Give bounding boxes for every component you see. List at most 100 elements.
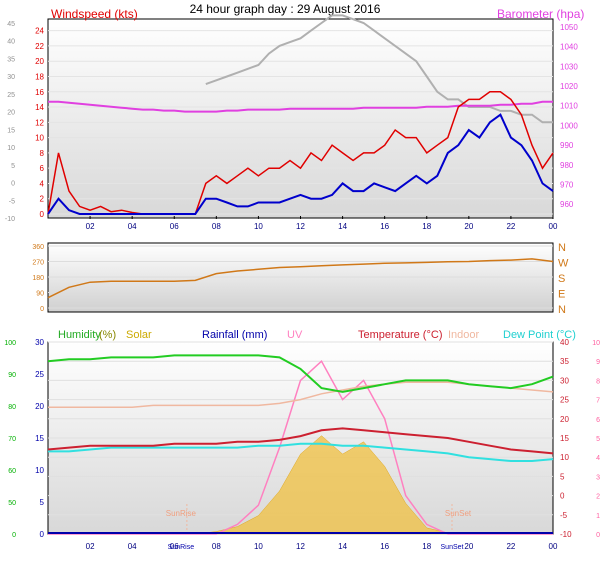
windspeed-line	[47, 91, 554, 215]
dir-compass-label: E	[558, 289, 565, 301]
baro-y-tick: 960	[560, 200, 574, 209]
wind-outer-tick: 25	[7, 92, 15, 99]
rain-y-tick: 0	[40, 530, 45, 539]
temp-y-tick: -5	[560, 511, 568, 520]
wind-x-tick: 00	[549, 222, 558, 231]
humidity-y-tick: 0	[12, 532, 16, 539]
temp-y-tick: 35	[560, 357, 569, 366]
rain-y-tick: 10	[35, 466, 44, 475]
dir-compass-label: N	[558, 304, 566, 316]
uv-y-tick: 6	[596, 417, 600, 424]
uv-y-tick: 10	[592, 340, 600, 347]
wind-y-tick: 6	[40, 164, 45, 173]
humidity-y-tick: 100	[4, 340, 16, 347]
temp-y-tick: 10	[560, 453, 569, 462]
wind-y-tick: 4	[40, 179, 45, 188]
wind-x-tick: 16	[380, 222, 389, 231]
wind-y-tick: 24	[35, 27, 44, 36]
wind-y-tick: 18	[35, 72, 44, 81]
legend-dewpoint: Dew Point (°C)	[503, 329, 576, 341]
wind-x-tick: 10	[254, 222, 263, 231]
temp-x-tick: 04	[128, 542, 137, 551]
temp-x-tick: 18	[422, 542, 431, 551]
sunrise-axis-label: SunRise	[168, 544, 195, 551]
humidity-y-tick: 50	[8, 500, 16, 507]
legend-barometer: Barometer (hpa)	[497, 7, 584, 21]
rain-y-tick: 20	[35, 402, 44, 411]
temp-y-tick: 5	[560, 472, 565, 481]
wind-y-tick: 14	[35, 103, 44, 112]
humidity-y-tick: 70	[8, 436, 16, 443]
wind-y-tick: 20	[35, 57, 44, 66]
baro-y-tick: 1020	[560, 82, 578, 91]
wind-y-tick: 16	[35, 88, 44, 97]
wind-y-tick: 2	[40, 195, 45, 204]
temp-y-tick: 15	[560, 434, 569, 443]
wind-x-tick: 22	[506, 222, 515, 231]
temp-x-tick: 16	[380, 542, 389, 551]
wind-outer-tick: 0	[11, 181, 15, 188]
uv-y-tick: 3	[596, 474, 600, 481]
humidity-line	[47, 354, 554, 393]
uv-y-tick: 2	[596, 494, 600, 501]
temp-y-tick: 20	[560, 415, 569, 424]
dir-compass-label: S	[558, 273, 565, 285]
wind-outer-tick: -5	[9, 198, 15, 205]
baro-y-tick: 1010	[560, 102, 578, 111]
temp-x-tick: 12	[296, 542, 305, 551]
dir-compass-label: W	[558, 258, 569, 270]
sunset-label: SunSet	[445, 509, 472, 518]
uv-y-tick: 0	[596, 532, 600, 539]
wind-outer-tick: 5	[11, 163, 15, 170]
wind-y-tick: 10	[35, 134, 44, 143]
rain-y-tick: 30	[35, 338, 44, 347]
legend-rainfall: Rainfall (mm)	[202, 329, 267, 341]
barometer-line	[48, 100, 553, 113]
temp-y-tick: -10	[560, 530, 572, 539]
uv-y-tick: 7	[596, 398, 600, 405]
baro-y-tick: 1050	[560, 23, 578, 32]
wind-x-tick: 20	[464, 222, 473, 231]
wind-y-tick: 8	[40, 149, 45, 158]
humidity-y-tick: 80	[8, 404, 16, 411]
wind-y-tick: 0	[40, 210, 45, 219]
legend-indoor: Indoor	[448, 329, 480, 341]
temp-y-tick: 25	[560, 396, 569, 405]
temp-plot-area: 05060708090100051015202530-10-5051015202…	[4, 338, 600, 551]
dir-compass-label: N	[558, 242, 566, 254]
temp-x-tick: 22	[506, 542, 515, 551]
wind-panel-frame	[47, 18, 554, 219]
baro-y-tick: 1040	[560, 43, 578, 52]
wind-y-tick: 12	[35, 118, 44, 127]
wind-x-tick: 14	[338, 222, 347, 231]
baro-y-tick: 980	[560, 161, 574, 170]
temp-x-tick: 10	[254, 542, 263, 551]
rain-y-tick: 5	[40, 498, 45, 507]
temp-x-tick: 06	[170, 542, 179, 551]
uv-y-tick: 8	[596, 378, 600, 385]
windavg-line	[47, 113, 554, 215]
temperature-line	[47, 427, 554, 455]
humidity-y-tick: 90	[8, 372, 16, 379]
baro-y-tick: 1030	[560, 62, 578, 71]
temp-y-tick: 0	[560, 492, 565, 501]
temp-x-tick: 00	[549, 542, 558, 551]
temp-y-tick: 30	[560, 376, 569, 385]
dir-y-tick: 270	[32, 260, 44, 267]
gust-grey-line	[205, 14, 553, 124]
temp-x-tick: 02	[86, 542, 95, 551]
baro-y-tick: 990	[560, 141, 574, 150]
wind-outer-tick: -10	[5, 216, 15, 223]
wind-outer-tick: 20	[7, 110, 15, 117]
wind-outer-tick: 15	[7, 127, 15, 134]
uv-y-tick: 1	[596, 513, 600, 520]
wind-x-tick: 18	[422, 222, 431, 231]
humidity-y-tick: 60	[8, 468, 16, 475]
temp-x-tick: 14	[338, 542, 347, 551]
wind-plot-area: 024681012141618202224-10-505101520253035…	[5, 14, 578, 231]
wind-y-tick: 22	[35, 42, 44, 51]
wind-outer-tick: 10	[7, 145, 15, 152]
